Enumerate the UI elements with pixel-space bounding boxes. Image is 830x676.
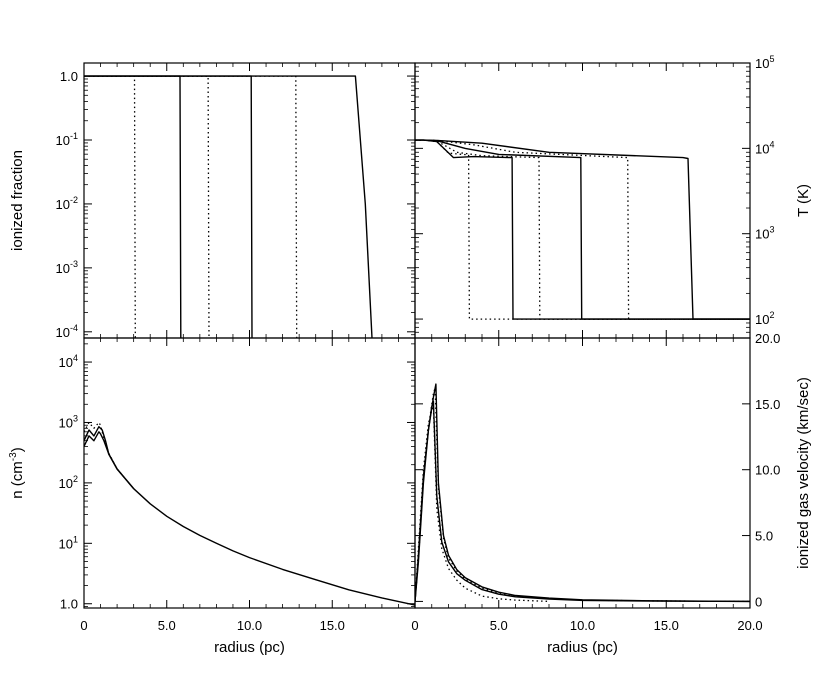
x-tick-label: 10.0 <box>237 618 262 633</box>
y-tick-label: 104 <box>59 353 78 370</box>
y-axis-label: ionized fraction <box>9 150 26 251</box>
x-tick-label: 0 <box>80 618 87 633</box>
y-tick-label: 102 <box>59 474 78 491</box>
y-tick-label: 104 <box>755 139 774 156</box>
series-line-3 <box>415 139 750 320</box>
series-group <box>415 383 750 603</box>
y-tick-label: 103 <box>755 225 774 242</box>
y-tick-label: 20.0 <box>755 331 780 346</box>
series-line-3 <box>84 75 253 338</box>
series-group <box>415 139 750 320</box>
series-line-4 <box>415 139 750 320</box>
series-line-1 <box>415 400 750 603</box>
y-axis-label: T (K) <box>795 184 812 217</box>
series-line-2 <box>415 405 550 603</box>
x-tick-label: 5.0 <box>158 618 176 633</box>
series-group <box>84 75 373 338</box>
plot-frame <box>414 337 751 609</box>
y-tick-label: 1.0 <box>60 69 78 84</box>
y-tick-label: 1.0 <box>60 597 78 612</box>
x-tick-label: 15.0 <box>654 618 679 633</box>
y-tick-label: 5.0 <box>755 529 773 544</box>
series-line-0 <box>415 139 750 320</box>
y-tick-label: 105 <box>755 54 774 71</box>
panel-temperature: 105 104 103 102 T (K) <box>414 54 812 339</box>
y-tick-label: 15.0 <box>755 397 780 412</box>
x-axis-label: radius (pc) <box>547 639 618 656</box>
series-line-0 <box>415 383 750 603</box>
plot-frame <box>83 337 416 609</box>
y-tick-label: 10-4 <box>56 323 78 340</box>
y-tick-label: 102 <box>755 310 774 327</box>
panel-ionized-fraction: 1.0 10-1 10-2 10-3 10-4 ionized fraction <box>9 62 416 340</box>
series-line-0 <box>84 431 415 606</box>
y-tick-label: 0 <box>755 594 762 609</box>
series-line-3 <box>415 387 750 603</box>
x-tick-label: 20.0 <box>737 618 762 633</box>
y-tick-label: 10.0 <box>755 463 780 478</box>
series-group <box>84 421 415 606</box>
x-tick-label: 5.0 <box>490 618 508 633</box>
y-axis-label: n (cm-3) <box>8 447 26 498</box>
y-tick-label: 10-1 <box>56 131 78 148</box>
y-tick-label: 101 <box>59 534 78 551</box>
series-line-2 <box>84 426 135 490</box>
series-line-0 <box>84 75 136 338</box>
y-tick-label: 10-2 <box>56 195 78 212</box>
y-tick-label: 103 <box>59 413 78 430</box>
series-line-5 <box>84 75 373 338</box>
series-line-4 <box>84 75 298 338</box>
x-axis-label: radius (pc) <box>214 639 285 656</box>
panel-gas-velocity: 0 5.0 10.0 15.0 20.0 0 5.0 10.0 15.0 20.0 radius (… <box>411 331 812 656</box>
y-axis-label: ionized gas velocity (km/sec) <box>795 377 812 569</box>
series-line-2 <box>84 75 210 338</box>
y-tick-label: 10-3 <box>56 259 78 276</box>
series-line-2 <box>415 139 750 320</box>
series-line-1 <box>84 75 182 338</box>
plot-frame <box>414 62 751 339</box>
x-tick-label: 0 <box>411 618 418 633</box>
series-line-1 <box>415 139 750 320</box>
x-tick-label: 15.0 <box>320 618 345 633</box>
x-tick-label: 10.0 <box>570 618 595 633</box>
series-line-5 <box>415 139 750 320</box>
